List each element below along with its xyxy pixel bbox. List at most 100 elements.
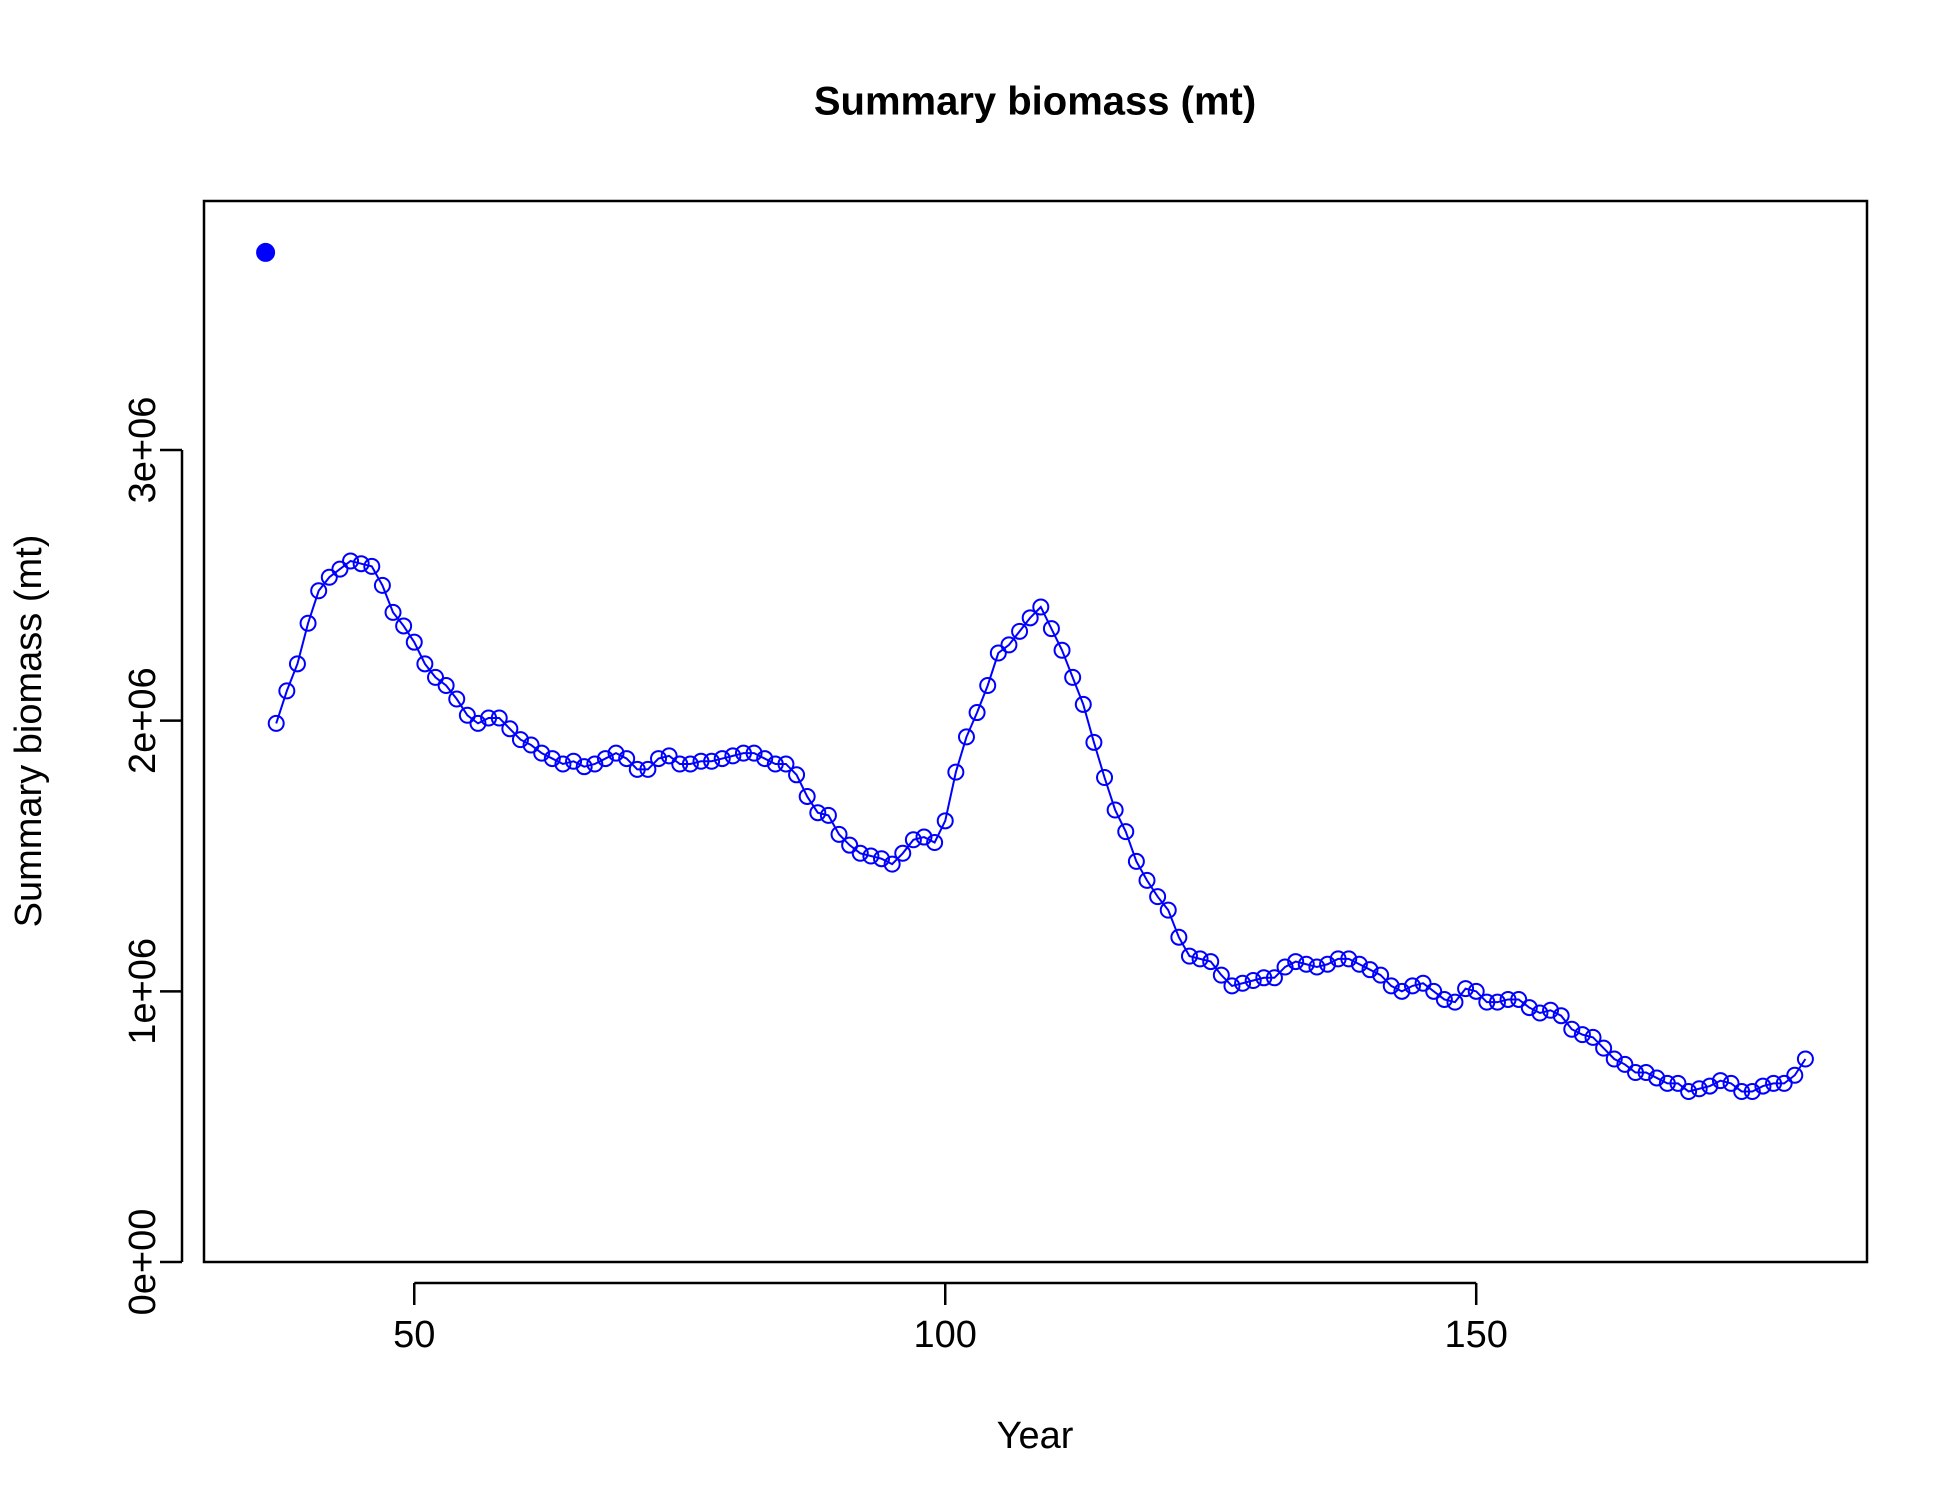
- point: [1775, 1074, 1793, 1092]
- point: [448, 690, 466, 708]
- point: [1722, 1074, 1740, 1092]
- point: [1446, 993, 1464, 1011]
- point: [586, 755, 604, 773]
- point: [660, 747, 678, 765]
- point: [1680, 1082, 1698, 1100]
- point: [1457, 980, 1475, 998]
- point: [607, 744, 625, 762]
- point: [734, 744, 752, 762]
- point: [1595, 1039, 1613, 1057]
- point: [299, 614, 317, 632]
- point: [533, 744, 551, 762]
- point: [618, 750, 636, 768]
- point: [989, 644, 1007, 662]
- point: [554, 755, 572, 773]
- point: [1637, 1064, 1655, 1082]
- y-tick-label: 0e+00: [122, 1209, 164, 1316]
- point: [1021, 609, 1039, 627]
- point: [1796, 1050, 1814, 1068]
- point: [851, 844, 869, 862]
- point: [1467, 982, 1485, 1000]
- point: [904, 831, 922, 849]
- point: [671, 755, 689, 773]
- y-tick-label: 3e+06: [122, 397, 164, 504]
- point: [1701, 1077, 1719, 1095]
- point: [543, 750, 561, 768]
- point: [1074, 695, 1092, 713]
- point: [1510, 990, 1528, 1008]
- point: [501, 720, 519, 738]
- point: [1552, 1007, 1570, 1025]
- chart-title: Summary biomass (mt): [814, 80, 1256, 124]
- point: [1626, 1064, 1644, 1082]
- point: [1117, 823, 1135, 841]
- point: [809, 804, 827, 822]
- point: [1520, 999, 1538, 1017]
- point: [1765, 1074, 1783, 1092]
- point: [1584, 1028, 1602, 1046]
- point: [1658, 1074, 1676, 1092]
- plot-frame: [202, 199, 1869, 1264]
- point: [352, 555, 370, 573]
- y-axis-label: Summary biomass (mt): [8, 535, 50, 928]
- point: [1711, 1072, 1729, 1090]
- point: [777, 755, 795, 773]
- point: [1393, 982, 1411, 1000]
- point: [650, 750, 668, 768]
- point: [1042, 620, 1060, 638]
- point: [1403, 977, 1421, 995]
- point: [1202, 953, 1220, 971]
- point: [1690, 1080, 1708, 1098]
- point: [320, 568, 338, 586]
- point: [1297, 955, 1315, 973]
- point: [1350, 955, 1368, 973]
- point: [1754, 1077, 1772, 1095]
- point: [310, 582, 328, 600]
- point: [1669, 1074, 1687, 1092]
- point: [1127, 852, 1145, 870]
- point: [1531, 1004, 1549, 1022]
- point: [267, 714, 285, 732]
- point: [703, 752, 721, 770]
- point: [1234, 974, 1252, 992]
- series-line: [275, 559, 1807, 1093]
- point: [692, 752, 710, 770]
- point: [862, 847, 880, 865]
- point: [458, 706, 476, 724]
- point: [1138, 871, 1156, 889]
- point: [437, 676, 455, 694]
- point: [883, 855, 901, 873]
- point: [1000, 636, 1018, 654]
- point: [469, 714, 487, 732]
- x-tick-label: 100: [914, 1314, 977, 1356]
- point: [1308, 958, 1326, 976]
- point: [1605, 1050, 1623, 1068]
- point: [639, 760, 657, 778]
- point: [342, 552, 360, 570]
- point: [830, 825, 848, 843]
- point: [1032, 598, 1050, 616]
- point: [1064, 668, 1082, 686]
- point: [1648, 1069, 1666, 1087]
- point-filled: [256, 242, 276, 262]
- point: [968, 704, 986, 722]
- point: [331, 560, 349, 578]
- point: [1255, 969, 1273, 987]
- point: [1106, 801, 1124, 819]
- point: [766, 755, 784, 773]
- point: [788, 766, 806, 784]
- point: [1478, 993, 1496, 1011]
- point: [926, 833, 944, 851]
- point: [745, 744, 763, 762]
- point: [1276, 958, 1294, 976]
- point: [873, 850, 891, 868]
- point: [1265, 969, 1283, 987]
- point: [373, 576, 391, 594]
- point: [947, 763, 965, 781]
- point: [490, 709, 508, 727]
- point: [427, 668, 445, 686]
- point: [416, 655, 434, 673]
- point: [957, 728, 975, 746]
- point: [405, 633, 423, 651]
